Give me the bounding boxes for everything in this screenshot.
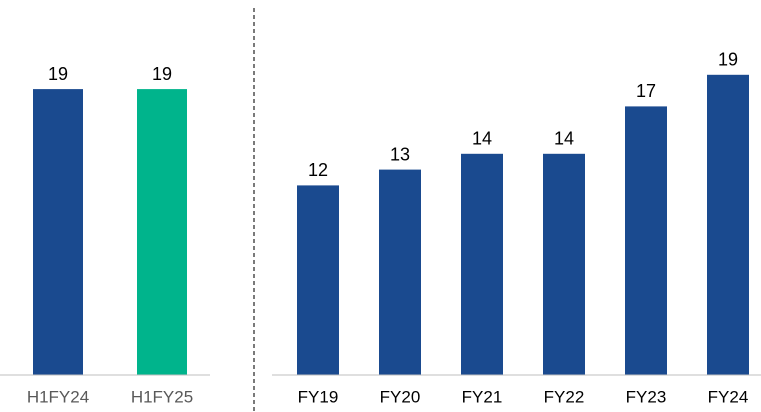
bar [379,169,421,375]
x-tick-label: H1FY25 [131,387,193,406]
x-tick-label: FY24 [708,387,749,406]
bar [625,106,667,376]
value-label: 19 [48,64,68,84]
bar [543,153,585,375]
value-label: 13 [390,144,410,164]
bar [137,89,187,375]
bar [707,74,749,376]
x-tick-label: FY22 [544,387,585,406]
bar [33,89,83,375]
value-label: 14 [554,129,574,149]
x-tick-label: FY21 [462,387,503,406]
bar [461,153,503,375]
value-label: 17 [636,81,656,101]
value-label: 14 [472,129,492,149]
x-tick-label: H1FY24 [27,387,89,406]
value-label: 19 [718,50,738,70]
value-label: 19 [152,64,172,84]
bar [297,185,339,375]
x-tick-label: FY19 [298,387,339,406]
x-tick-label: FY20 [380,387,421,406]
x-tick-label: FY23 [626,387,667,406]
value-label: 12 [308,160,328,180]
